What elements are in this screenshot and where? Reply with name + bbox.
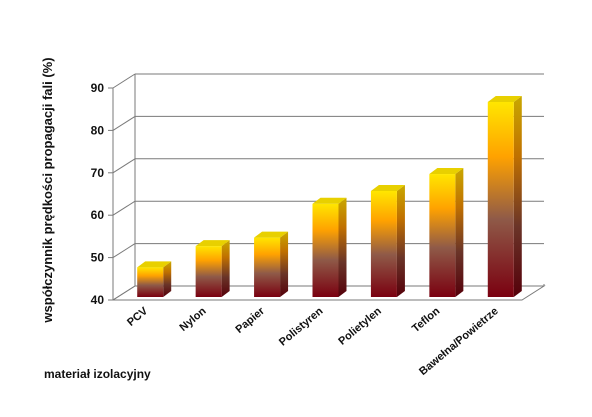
bar: [195, 240, 230, 297]
bar-top: [254, 231, 289, 238]
bar-top: [312, 197, 347, 204]
bar-top: [429, 168, 464, 175]
x-axis: PCV Nylon Papier Polistyren Polietylen Teflon…: [125, 305, 501, 378]
bar-side: [163, 261, 172, 297]
bar-front: [137, 267, 164, 297]
bar: [487, 95, 522, 298]
y-tick-label: 60: [91, 208, 105, 222]
gridline-depth: [112, 243, 136, 259]
bar-side: [513, 95, 522, 298]
bar-front: [487, 101, 514, 298]
y-tick-label: 70: [91, 166, 105, 180]
bar-side: [396, 185, 405, 297]
y-tick-label: 40: [91, 293, 105, 307]
bar-side: [338, 197, 347, 297]
bar-front: [312, 203, 339, 297]
bar-side: [221, 240, 230, 297]
bar-front: [429, 174, 456, 297]
gridline-depth: [112, 115, 136, 131]
gridline-depth: [112, 285, 136, 301]
bar-top: [195, 240, 230, 247]
bar: [137, 261, 172, 297]
x-tick-label: Nylon: [177, 305, 208, 334]
bar-front: [254, 237, 281, 297]
gridline-depth: [112, 158, 136, 174]
gridline-depth: [112, 200, 136, 216]
bar: [370, 185, 405, 297]
bar: [254, 231, 289, 297]
x-axis-title: materiał izolacyjny: [44, 367, 151, 381]
x-tick-label: Polistyren: [277, 305, 326, 349]
bar-top: [137, 261, 172, 268]
x-tick-label: Teflon: [410, 305, 443, 335]
x-tick-label: PCV: [125, 305, 151, 329]
bar-top: [370, 185, 405, 191]
gridline-depth: [112, 73, 136, 89]
bar: [312, 197, 347, 297]
bars: [137, 95, 522, 298]
y-axis-title: współczynnik prędkości propagacji fali (…: [40, 57, 55, 323]
y-tick-label: 50: [91, 251, 105, 265]
bar: [429, 168, 464, 297]
bar-top: [487, 95, 522, 102]
bar-front: [370, 191, 397, 297]
bar-front: [195, 246, 222, 297]
y-tick-label: 90: [91, 81, 105, 95]
x-tick-label: Polietylen: [336, 305, 384, 348]
x-tick-label: Papier: [234, 305, 268, 336]
bar-side: [280, 231, 289, 297]
y-axis: 40 50 60 70 80 90: [91, 81, 113, 307]
bar-side: [455, 168, 464, 297]
y-tick-label: 80: [91, 123, 105, 137]
